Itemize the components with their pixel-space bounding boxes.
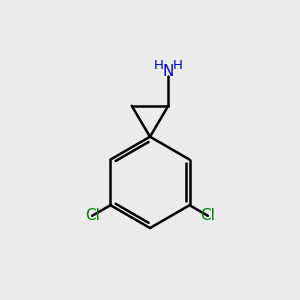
Text: H: H	[173, 59, 183, 72]
Text: Cl: Cl	[200, 208, 215, 223]
Text: N: N	[163, 64, 174, 79]
Text: Cl: Cl	[85, 208, 100, 223]
Text: H: H	[154, 59, 164, 72]
